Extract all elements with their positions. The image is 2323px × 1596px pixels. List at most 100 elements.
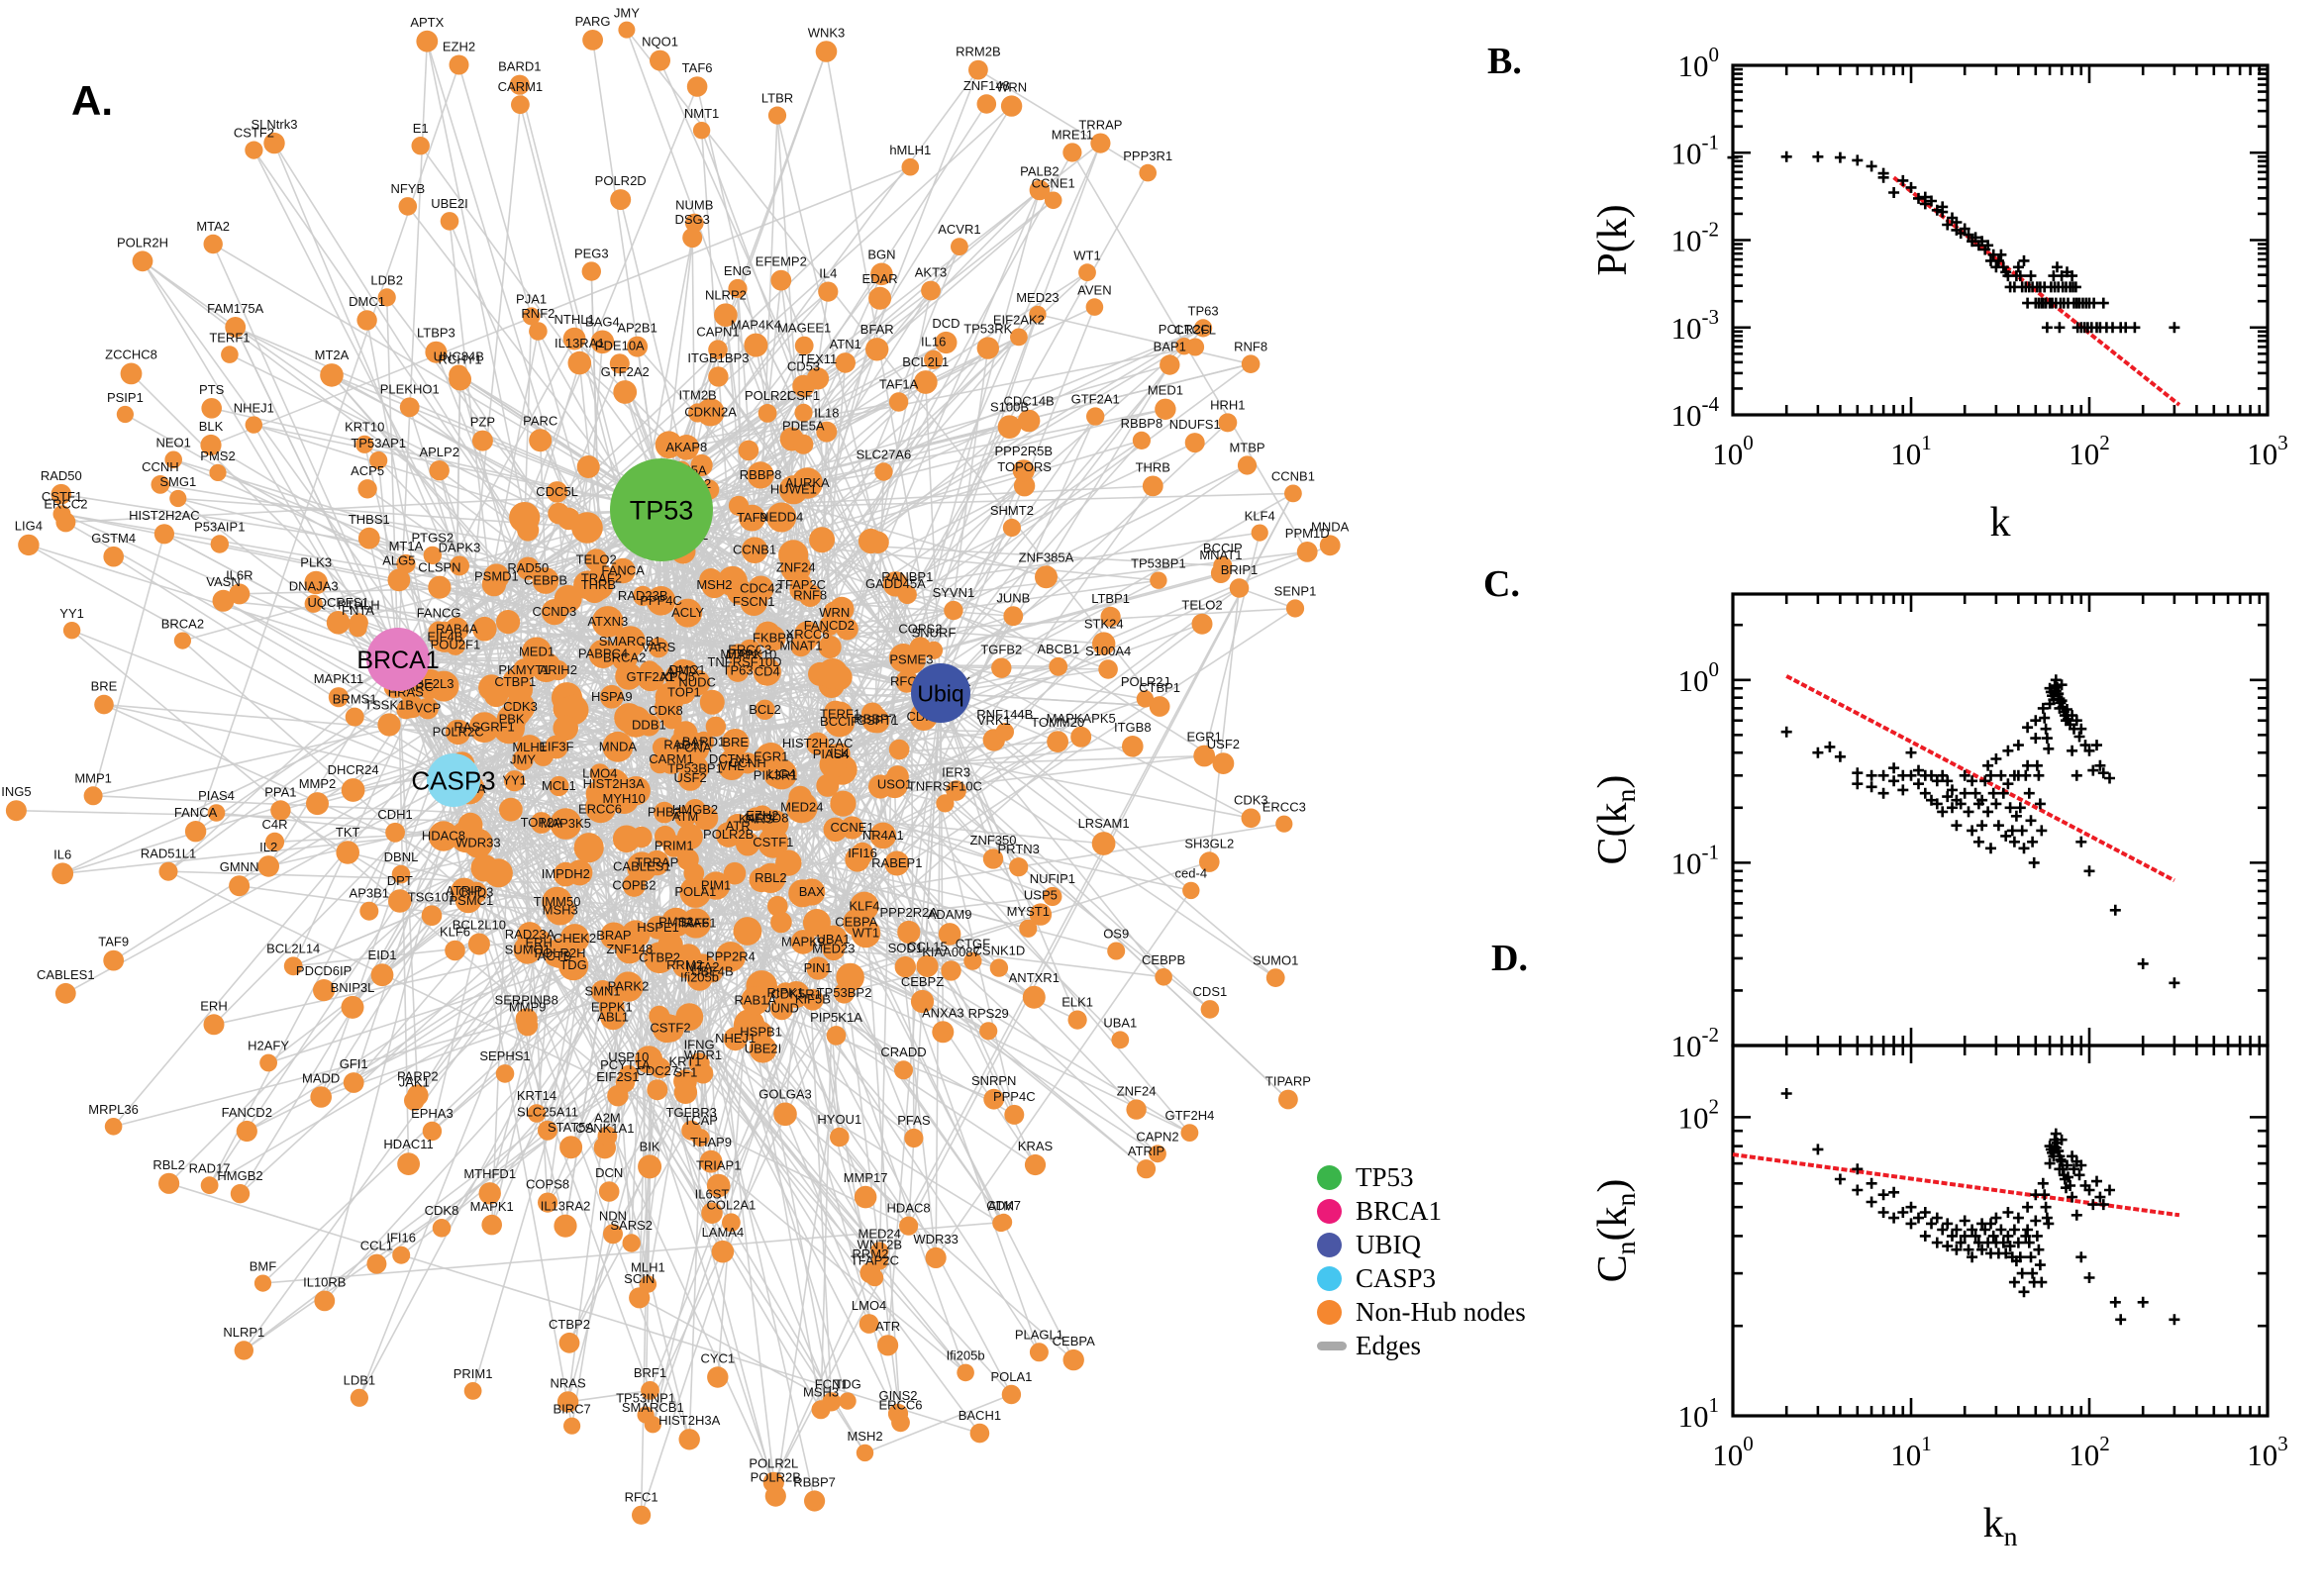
gene-label: CAPN1 xyxy=(696,324,739,339)
gene-label: UQCRFS1 xyxy=(308,595,369,610)
gene-label: BCCIP xyxy=(820,714,859,729)
gene-label: CTCFL xyxy=(1174,323,1216,338)
gene-label: RBBP8 xyxy=(740,467,782,482)
panel-b-letter: B. xyxy=(1487,41,1522,82)
gene-label: WT1 xyxy=(853,925,879,940)
gene-label: CCNB1 xyxy=(733,543,776,557)
gene-label: USF2 xyxy=(673,770,706,785)
gene-label: RNF8 xyxy=(1234,339,1267,353)
gene-label: YY1 xyxy=(59,606,84,621)
gene-label: TP53AP1 xyxy=(351,436,406,450)
gene-label: MED1 xyxy=(519,645,555,659)
gene-label: FANCD2 xyxy=(222,1105,272,1120)
gene-label: MED23 xyxy=(1016,290,1059,305)
gene-label: ABCB1 xyxy=(1037,642,1079,656)
gene-label: FCN1 xyxy=(815,1376,849,1391)
gene-label: PPP4C xyxy=(640,593,682,608)
legend-item-casp3: CASP3 xyxy=(1317,1261,1526,1295)
gene-label: GSTM4 xyxy=(91,531,136,546)
gene-label: CD4 xyxy=(755,664,780,679)
gene-label: UBE2I xyxy=(431,196,468,211)
node-circle-icon xyxy=(1317,1164,1342,1190)
gene-label: BCL2L1 xyxy=(902,354,949,369)
gene-label: SNURF xyxy=(912,626,957,641)
xtick-label: 103 xyxy=(2247,1432,2288,1472)
gene-label: TERF1 xyxy=(209,330,250,345)
gene-label: THAP9 xyxy=(690,1135,732,1149)
gene-label: RAD51L1 xyxy=(141,847,196,861)
gene-label: IFNG xyxy=(684,1037,715,1051)
xtick-label: 103 xyxy=(2247,431,2288,471)
gene-label: MTPN xyxy=(720,647,757,661)
gene-label: HIST2H3A xyxy=(658,1413,720,1428)
gene-label: ZNF24 xyxy=(1117,1084,1157,1099)
gene-label: KRT10 xyxy=(345,420,384,435)
node-circle-icon xyxy=(1317,1299,1342,1325)
gene-label: TRRAP xyxy=(1078,117,1122,132)
gene-label: LRSAM1 xyxy=(1078,816,1130,831)
xtick-label: 102 xyxy=(2069,1432,2110,1472)
gene-label: APLP2 xyxy=(419,445,458,459)
ytick-label: 100 xyxy=(1678,657,1720,698)
node-circle-icon xyxy=(1317,1232,1342,1257)
gene-label: LIG4 xyxy=(15,519,43,534)
hub-label-ubiq: Ubiq xyxy=(917,680,963,706)
ytick-label: 10-1 xyxy=(1671,840,1720,880)
gene-label: RNF8 xyxy=(793,588,827,603)
gene-label: ACTB xyxy=(538,948,572,963)
gene-label: BIK xyxy=(640,1140,660,1154)
gene-label: RANBP1 xyxy=(881,569,933,584)
gene-label: S100A4 xyxy=(1085,644,1131,658)
gene-label: CHD3 xyxy=(458,885,493,900)
gene-label: TCAP xyxy=(683,1113,718,1128)
gene-label: ERCC6 xyxy=(578,802,622,817)
gene-label: EZH2 xyxy=(746,808,778,823)
gene-label: NHEJ1 xyxy=(234,401,274,416)
gene-label: POLR2I xyxy=(745,388,790,403)
gene-label: LTBP3 xyxy=(417,326,455,341)
gene-label: EGR1 xyxy=(754,749,788,764)
gene-label: UBA1 xyxy=(1103,1015,1137,1030)
gene-label: ACVR1 xyxy=(938,222,980,237)
gene-label: NQO1 xyxy=(642,35,678,50)
gene-label: SARS2 xyxy=(610,1218,653,1233)
gene-label: YY1 xyxy=(502,773,527,788)
gene-label: IFI16 xyxy=(386,1231,416,1246)
gene-label: ATRIP xyxy=(446,883,482,898)
gene-label: SENP1 xyxy=(1274,583,1317,598)
gene-label: TSG101 xyxy=(408,889,455,904)
gene-label: AP2B1 xyxy=(617,321,656,336)
gene-label: RASGRF1 xyxy=(454,720,514,735)
gene-label: XRCC6 xyxy=(786,627,830,642)
gene-label: IL4 xyxy=(819,266,837,281)
gene-label: PKMYT1 xyxy=(498,662,550,677)
gene-label: PARK2 xyxy=(608,979,650,994)
y-axis-label: Cn​(kn​) xyxy=(1590,1179,1641,1283)
gene-label: CDKN2A xyxy=(684,404,737,419)
ytick-label: 10-4 xyxy=(1671,392,1720,433)
gene-label: PRIM1 xyxy=(454,1366,493,1381)
gene-label: BRAP xyxy=(596,928,631,943)
gene-label: WT1 xyxy=(1073,248,1100,262)
gene-label: H2AFY xyxy=(248,1039,289,1053)
gene-label: PPP3R1 xyxy=(1123,149,1172,163)
gene-label: THBS1 xyxy=(349,512,390,527)
gene-label: TOP2A xyxy=(521,815,563,830)
gene-label: KLF4 xyxy=(1245,509,1275,524)
gene-label: APTX xyxy=(666,664,700,679)
gene-label: MED24 xyxy=(780,799,823,814)
gene-label: CRADD xyxy=(880,1045,926,1059)
gene-label: MTHFD1 xyxy=(463,1166,516,1181)
plot-frame xyxy=(1731,592,2270,1047)
gene-label: NDN xyxy=(599,1208,627,1223)
gene-label: MRPL36 xyxy=(88,1102,139,1117)
gene-label: POLR2D xyxy=(595,173,647,188)
gene-label: RAB4A xyxy=(436,622,478,637)
gene-label: UBE2I xyxy=(745,1042,782,1056)
gene-label: HIST2H2AC xyxy=(782,736,854,750)
gene-label: MSH3 xyxy=(803,1384,839,1399)
gene-label: GSPT1 xyxy=(857,713,899,728)
